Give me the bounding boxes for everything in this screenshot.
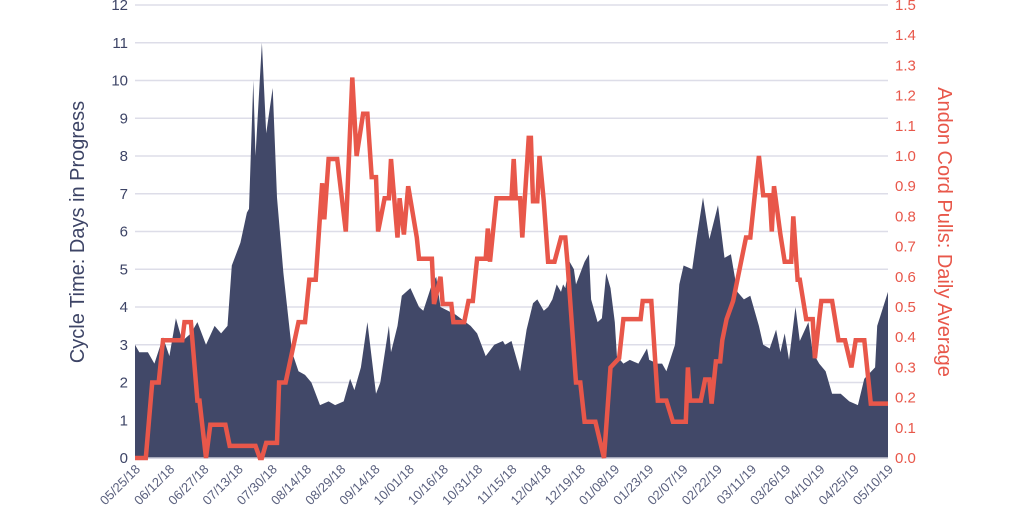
y-tick-label: 3: [120, 337, 128, 354]
y2-tick-label: 1.5: [895, 0, 916, 14]
right-axis-title: Andon Cord Pulls: Daily Average: [933, 87, 955, 377]
y2-tick-label: 0.0: [895, 450, 916, 467]
y-tick-label: 11: [112, 35, 128, 52]
y-tick-label: 4: [120, 299, 128, 316]
y2-tick-label: 1.1: [895, 118, 916, 135]
y2-tick-label: 0.7: [895, 239, 916, 256]
right-axis-ticks: 0.0 0.1 0.2 0.3 0.4 0.5 0.6 0.7 0.8 0.9 1.0 1.1 1.2 1…: [895, 0, 916, 467]
y2-tick-label: 1.0: [895, 148, 916, 165]
y2-tick-label: 0.4: [895, 329, 916, 346]
y2-tick-label: 0.6: [895, 269, 916, 286]
y-tick-label: 9: [120, 110, 128, 127]
y2-tick-label: 0.8: [895, 208, 916, 225]
y2-tick-label: 0.9: [895, 178, 916, 195]
plot-marks: [135, 42, 888, 461]
andon-pulls-line: [135, 77, 888, 461]
y-tick-label: 10: [111, 73, 128, 90]
y2-tick-label: 0.5: [895, 299, 916, 316]
y-tick-label: 12: [111, 0, 128, 14]
y-tick-label: 8: [120, 148, 128, 165]
y2-tick-label: 1.3: [895, 57, 916, 74]
cycle-time-area: [135, 42, 888, 459]
y-tick-label: 0: [120, 450, 128, 467]
y-tick-label: 5: [120, 261, 128, 278]
y2-tick-label: 0.1: [895, 420, 916, 437]
y2-tick-label: 1.4: [895, 27, 916, 44]
y-tick-label: 2: [120, 375, 128, 392]
y2-tick-label: 0.3: [895, 359, 916, 376]
y-tick-label: 7: [120, 186, 128, 203]
y2-tick-label: 1.2: [895, 88, 916, 105]
y-tick-label: 6: [120, 224, 128, 241]
left-axis-title: Cycle Time: Days in Progress: [67, 101, 89, 363]
y2-tick-label: 0.2: [895, 390, 916, 407]
x-axis-ticks: 05/25/1806/12/1806/27/1807/13/1807/30/18…: [97, 462, 896, 508]
y-tick-label: 1: [120, 412, 128, 429]
